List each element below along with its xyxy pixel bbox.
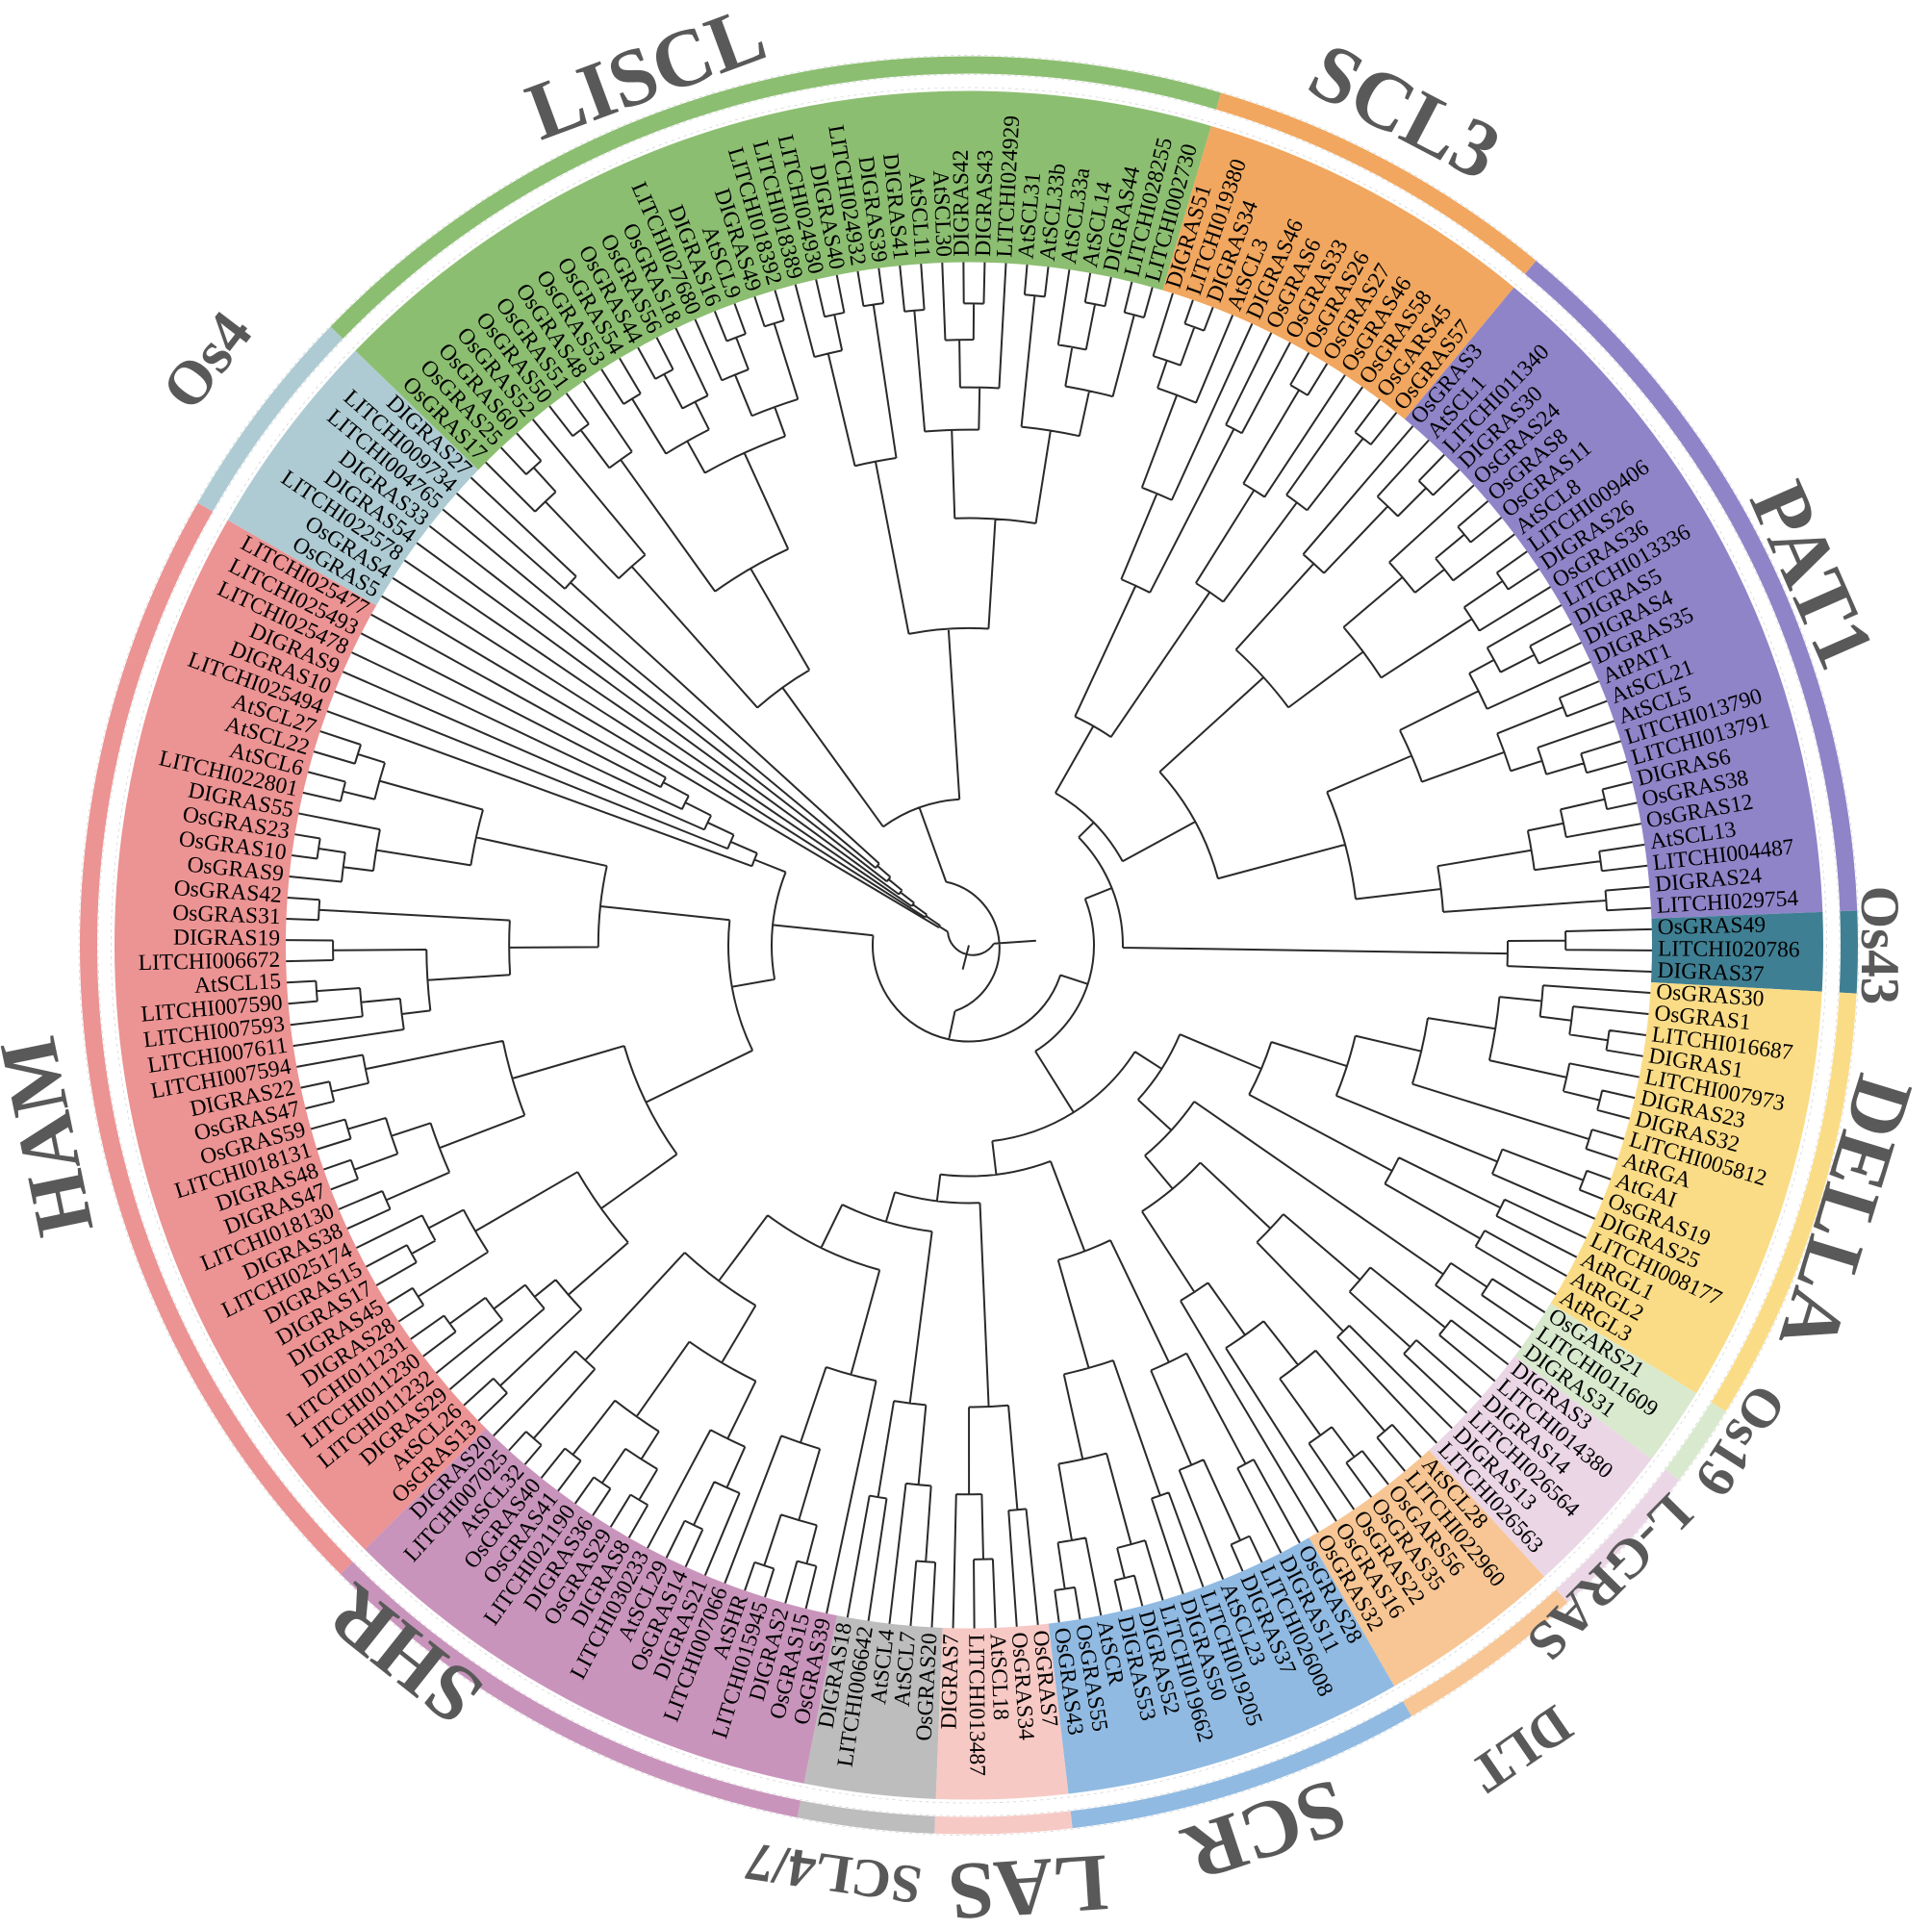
svg-text:OsGRAS49: OsGRAS49	[1657, 912, 1766, 940]
svg-text:LITCHI006672: LITCHI006672	[138, 948, 280, 976]
svg-text:OsGRAS20: OsGRAS20	[911, 1633, 942, 1742]
svg-text:DIGRAS37: DIGRAS37	[1657, 958, 1765, 987]
svg-text:AtSCL30: AtSCL30	[928, 169, 956, 257]
svg-text:LITCHI013487: LITCHI013487	[963, 1634, 989, 1776]
svg-text:LITCHI020786: LITCHI020786	[1658, 936, 1800, 962]
svg-text:DIGRAS19: DIGRAS19	[173, 926, 280, 952]
svg-text:OsGRAS31: OsGRAS31	[172, 901, 281, 929]
svg-text:Os43: Os43	[1849, 886, 1910, 1005]
svg-text:DIGRAS43: DIGRAS43	[971, 149, 999, 257]
svg-text:LAS: LAS	[946, 1837, 1110, 1924]
svg-text:DIGRAS42: DIGRAS42	[949, 149, 975, 256]
svg-text:DIGRAS7: DIGRAS7	[937, 1634, 964, 1730]
svg-text:AtSCL18: AtSCL18	[985, 1633, 1014, 1720]
svg-text:AtSCL11: AtSCL11	[903, 171, 934, 259]
svg-text:AtSCL15: AtSCL15	[193, 969, 281, 999]
